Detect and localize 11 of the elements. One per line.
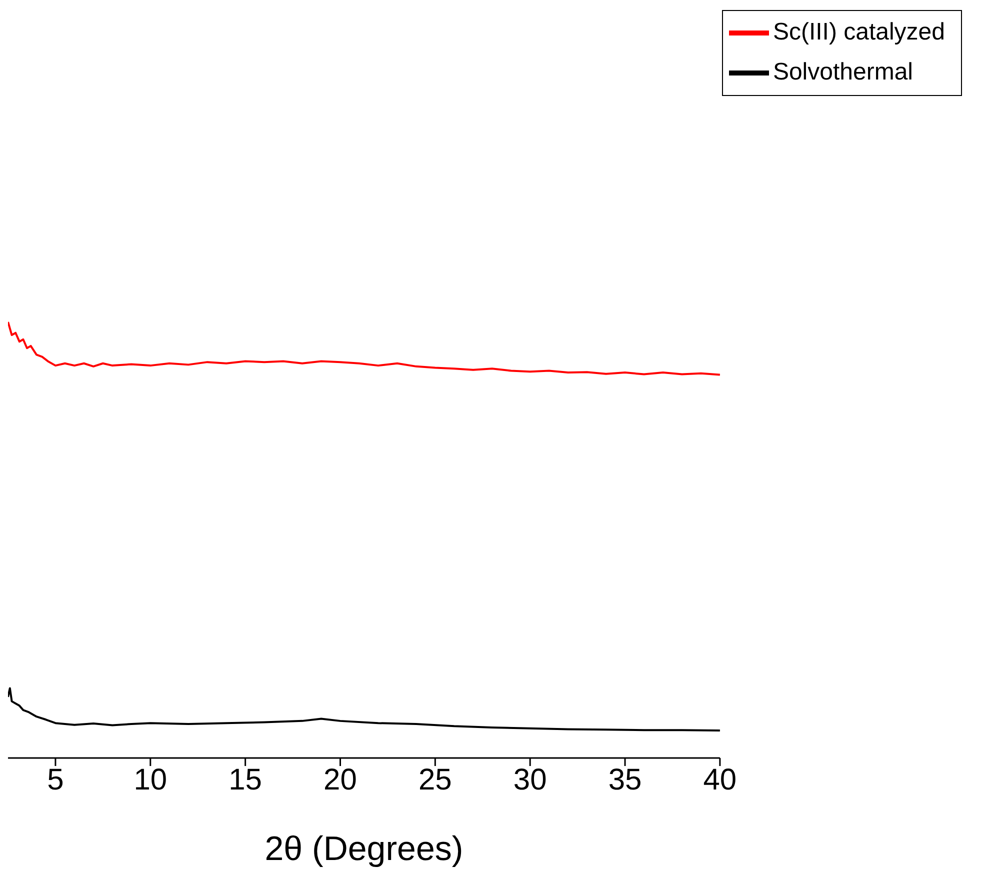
x-tick-label: 10 (134, 763, 168, 796)
x-tick-label: 25 (418, 763, 452, 796)
x-tick-label: 35 (608, 763, 642, 796)
x-axis-title: 2θ (Degrees) (264, 830, 464, 868)
x-tick-label: 40 (703, 763, 737, 796)
legend-label: Sc(III) catalyzed (772, 18, 945, 46)
x-tick-label: 20 (324, 763, 357, 796)
x-tick-label: 15 (228, 763, 262, 796)
legend-label: Solvothermal (772, 58, 913, 86)
x-tick-label: 30 (513, 763, 547, 796)
x-tick-label: 5 (47, 763, 64, 796)
